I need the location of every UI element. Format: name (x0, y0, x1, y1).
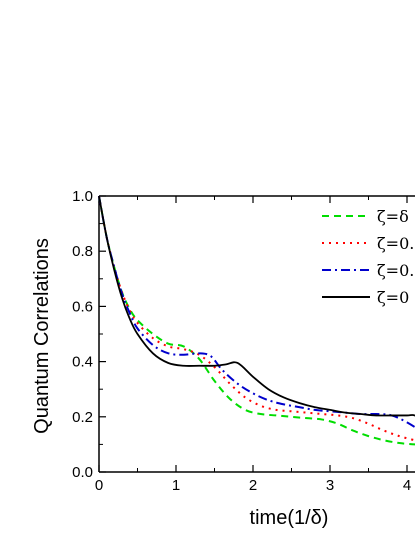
legend-label-4: ζ=0 (377, 288, 409, 307)
x-axis-label: time(1/δ) (250, 507, 329, 529)
y-axis-label: Quantum Correlations (31, 238, 53, 434)
x-tick-label: 0 (95, 477, 103, 494)
y-tick-label: 0.8 (72, 243, 93, 260)
y-tick-label: 0.6 (72, 298, 93, 315)
x-tick-label: 2 (249, 477, 257, 494)
x-tick-label: 1 (172, 477, 180, 494)
x-tick-label: 3 (326, 477, 334, 494)
legend-label-2: ζ=0. (377, 234, 414, 253)
y-tick-label: 0.0 (72, 464, 93, 481)
series-line-1 (98, 195, 415, 446)
legend-label-3: ζ=0. (377, 261, 414, 280)
series-line-4 (98, 195, 415, 417)
series-lines (98, 195, 415, 446)
series-line-3 (98, 195, 415, 429)
x-tick-label: 4 (403, 477, 411, 494)
axes: 0 1 2 3 4 0.0 0.2 0.4 0.6 0.8 1.0 (72, 188, 415, 494)
y-tick-label: 0.2 (72, 409, 93, 426)
legend-label-1: ζ=δ (377, 207, 409, 226)
legend: ζ=δ ζ=0. ζ=0. ζ=0 (322, 207, 414, 307)
series-line-2 (98, 195, 415, 442)
y-tick-label: 1.0 (72, 188, 93, 205)
y-tick-label: 0.4 (72, 354, 93, 371)
